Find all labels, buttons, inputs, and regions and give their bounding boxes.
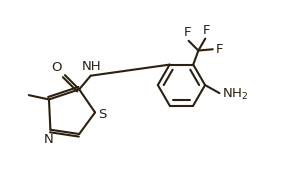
Text: F: F [203, 24, 211, 37]
Text: N: N [43, 133, 53, 146]
Text: NH: NH [82, 60, 101, 73]
Text: O: O [52, 61, 62, 74]
Text: S: S [98, 108, 106, 121]
Text: NH$_2$: NH$_2$ [222, 87, 249, 102]
Text: F: F [183, 26, 191, 39]
Text: F: F [216, 43, 223, 56]
